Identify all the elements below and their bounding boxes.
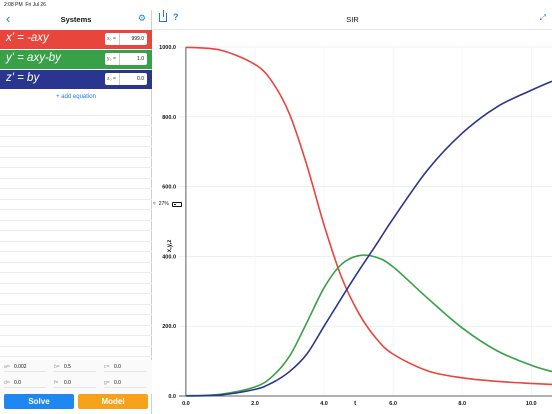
- y-tick-label: 0.0: [168, 394, 176, 400]
- x-tick-labels: 0.0 2.0 4.0 6.0 8.0 10.0: [182, 401, 537, 407]
- param-f-field[interactable]: f= 0.0: [54, 379, 96, 388]
- param-value[interactable]: 0.0: [114, 364, 121, 370]
- systems-header: ‹ Systems ⚙: [0, 10, 152, 30]
- y-tick-label: 200.0: [162, 324, 176, 330]
- equation-expression[interactable]: x' = -axy: [6, 32, 49, 44]
- chart-panel: ? SIR ⤢ 0.0 2.0 4.0 6.0 8.0 10.0 0.0 200.0 400.…: [153, 10, 552, 414]
- chart-series: [185, 46, 552, 397]
- initial-value-field[interactable]: y₀ = 1.0: [105, 53, 147, 65]
- initial-value-label: z₀ =: [105, 73, 120, 85]
- battery-icon: [171, 201, 182, 207]
- param-d-field[interactable]: d= 0.0: [4, 379, 46, 388]
- systems-panel: ‹ Systems ⚙ x' = -axy x₀ = 999.0 y' = ax…: [0, 10, 152, 414]
- x-tick-label: 10.0: [526, 401, 537, 407]
- gear-icon[interactable]: ⚙: [137, 13, 146, 23]
- initial-value-field[interactable]: x₀ = 999.0: [105, 33, 147, 45]
- initial-value[interactable]: 1.0: [137, 56, 144, 62]
- param-a-field[interactable]: a= 0.002: [4, 363, 46, 372]
- status-bar: 2:08 PM Fri Jul 26 ≈ 27%: [0, 0, 552, 207]
- model-button[interactable]: Model: [78, 394, 148, 409]
- initial-value[interactable]: 0.0: [137, 76, 144, 82]
- initial-value-label: y₀ =: [105, 53, 120, 65]
- expand-icon[interactable]: ⤢: [539, 13, 546, 22]
- y-axis-label: x,y,z: [167, 240, 173, 253]
- wifi-icon: ≈: [153, 201, 156, 207]
- param-value[interactable]: 0.002: [14, 364, 27, 370]
- param-label: f=: [54, 380, 59, 386]
- param-c-field[interactable]: c= 0.0: [104, 363, 146, 372]
- param-b-field[interactable]: b= 0.5: [54, 363, 96, 372]
- y-tick-label: 400.0: [162, 254, 176, 260]
- chart-title: SIR: [346, 15, 359, 24]
- x-tick-label: 6.0: [389, 401, 397, 407]
- chart-grid: [179, 46, 552, 397]
- back-chevron-icon[interactable]: ‹: [6, 11, 11, 26]
- param-label: b=: [54, 364, 60, 370]
- status-time: 2:08 PM Fri Jul 26: [4, 2, 46, 8]
- param-g-field[interactable]: g= 0.0: [104, 379, 146, 388]
- y-tick-labels: 0.0 200.0 400.0 600.0 800.0 1000.0: [159, 45, 176, 400]
- param-value[interactable]: 0.5: [64, 364, 71, 370]
- solve-button[interactable]: Solve: [4, 394, 74, 409]
- notes-area: [0, 105, 152, 360]
- sir-chart[interactable]: 0.0 2.0 4.0 6.0 8.0 10.0 0.0 200.0 400.0 600.0 80…: [153, 30, 552, 414]
- chart-axes: [179, 47, 552, 397]
- initial-value-field[interactable]: z₀ = 0.0: [105, 73, 147, 85]
- equation-row-x[interactable]: x' = -axy x₀ = 999.0: [0, 30, 152, 49]
- y-tick-label: 600.0: [162, 185, 176, 191]
- x-axis-label: t: [354, 401, 356, 407]
- equation-expression[interactable]: z' = by: [6, 72, 40, 84]
- y-tick-label: 800.0: [162, 115, 176, 121]
- equation-row-z[interactable]: z' = by z₀ = 0.0: [0, 70, 152, 89]
- chart-header: ? SIR ⤢: [153, 10, 552, 30]
- x-tick-label: 8.0: [458, 401, 466, 407]
- panel-title: Systems: [60, 15, 92, 24]
- param-label: d=: [4, 380, 10, 386]
- share-icon[interactable]: [159, 10, 167, 22]
- param-value[interactable]: 0.0: [64, 380, 71, 386]
- status-right: ≈ 27%: [153, 2, 552, 406]
- add-equation-link[interactable]: + add equation: [56, 94, 96, 100]
- parameters-section: a= 0.002 b= 0.5 c= 0.0 d= 0.0 f= 0.0 g= …: [0, 360, 152, 394]
- initial-value-label: x₀ =: [105, 33, 120, 45]
- param-value[interactable]: 0.0: [14, 380, 21, 386]
- series-line-2: [185, 80, 552, 397]
- x-tick-label: 4.0: [320, 401, 328, 407]
- x-tick-label: 0.0: [182, 401, 190, 407]
- y-tick-label: 1000.0: [159, 45, 176, 51]
- initial-value[interactable]: 999.0: [131, 36, 144, 42]
- series-line-1: [185, 254, 552, 397]
- param-label: c=: [104, 364, 110, 370]
- param-value[interactable]: 0.0: [114, 380, 121, 386]
- equation-row-y[interactable]: y' = axy-by y₀ = 1.0: [0, 50, 152, 69]
- battery-percent: 27%: [158, 201, 169, 207]
- series-line-0: [185, 46, 552, 386]
- x-tick-label: 2.0: [251, 401, 259, 407]
- help-icon[interactable]: ?: [173, 12, 179, 22]
- param-label: g=: [104, 380, 110, 386]
- equation-expression[interactable]: y' = axy-by: [6, 52, 61, 64]
- param-label: a=: [4, 364, 10, 370]
